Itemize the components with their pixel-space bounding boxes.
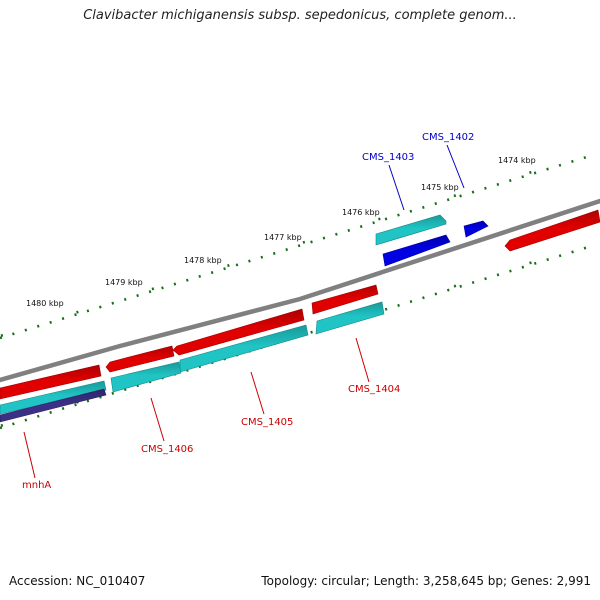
kbp-label: 1479 kbp bbox=[105, 278, 143, 287]
gene-label-leader bbox=[250, 371, 265, 415]
gene-block-cyan-left[interactable] bbox=[0, 380, 107, 415]
gene-block-red-2[interactable] bbox=[172, 308, 305, 356]
kbp-label: 1474 kbp bbox=[498, 156, 536, 165]
kbp-label: 1476 kbp bbox=[342, 208, 380, 217]
outer-tick-ring-major bbox=[0, 152, 591, 338]
gene-label-leader bbox=[23, 431, 36, 479]
gene-block-right[interactable] bbox=[504, 209, 600, 252]
gene-block-cms-1402[interactable] bbox=[463, 220, 489, 238]
kbp-label: 1478 kbp bbox=[184, 256, 222, 265]
gene-block-red-3[interactable] bbox=[105, 345, 175, 373]
gene-label-leader bbox=[446, 144, 465, 189]
gene-block-cms-1406[interactable] bbox=[110, 361, 182, 393]
gene-label[interactable]: CMS_1404 bbox=[348, 384, 400, 395]
gene-label-leader bbox=[388, 164, 405, 211]
gene-label-leader bbox=[150, 397, 165, 442]
outer-tick-ring-minor bbox=[0, 154, 591, 340]
gene-block-red-1[interactable] bbox=[311, 284, 379, 315]
gene-label[interactable]: CMS_1405 bbox=[241, 417, 293, 428]
gene-block-cms-1403[interactable] bbox=[375, 214, 447, 246]
accession-text: Accession: NC_010407 bbox=[9, 574, 146, 588]
gene-block-blue-inner[interactable] bbox=[382, 234, 451, 267]
kbp-label: 1475 kbp bbox=[421, 183, 459, 192]
genome-backbone bbox=[0, 198, 600, 383]
gene-label[interactable]: CMS_1406 bbox=[141, 444, 193, 455]
kbp-label: 1480 kbp bbox=[26, 299, 64, 308]
map-title: Clavibacter michiganensis subsp. sepedon… bbox=[83, 8, 517, 23]
gene-block-red-4[interactable] bbox=[0, 364, 102, 400]
genome-summary-text: Topology: circular; Length: 3,258,645 bp… bbox=[261, 574, 591, 588]
gene-label-leader bbox=[355, 337, 370, 383]
gene-label[interactable]: mnhA bbox=[22, 480, 51, 491]
gene-label[interactable]: CMS_1402 bbox=[422, 132, 474, 143]
gene-label[interactable]: CMS_1403 bbox=[362, 152, 414, 163]
gene-block-cms-1404[interactable] bbox=[315, 301, 385, 335]
kbp-label: 1477 kbp bbox=[264, 233, 302, 242]
gene-block-mnha[interactable] bbox=[0, 388, 107, 423]
